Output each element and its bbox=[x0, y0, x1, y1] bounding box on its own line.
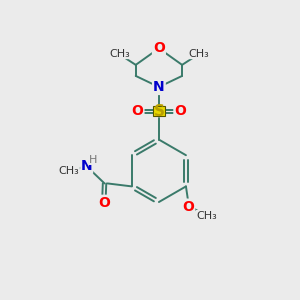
Text: CH₃: CH₃ bbox=[196, 211, 217, 220]
Text: O: O bbox=[153, 41, 165, 56]
Text: N: N bbox=[153, 80, 165, 94]
Text: N: N bbox=[81, 159, 92, 173]
Text: O: O bbox=[182, 200, 194, 214]
Text: O: O bbox=[174, 104, 186, 118]
Text: CH₃: CH₃ bbox=[188, 49, 209, 58]
Text: O: O bbox=[132, 104, 143, 118]
Text: CH₃: CH₃ bbox=[109, 49, 130, 58]
Text: S: S bbox=[153, 104, 164, 119]
Text: H: H bbox=[88, 155, 97, 165]
Text: O: O bbox=[98, 196, 110, 210]
FancyBboxPatch shape bbox=[153, 106, 165, 116]
Text: CH₃: CH₃ bbox=[58, 166, 79, 176]
